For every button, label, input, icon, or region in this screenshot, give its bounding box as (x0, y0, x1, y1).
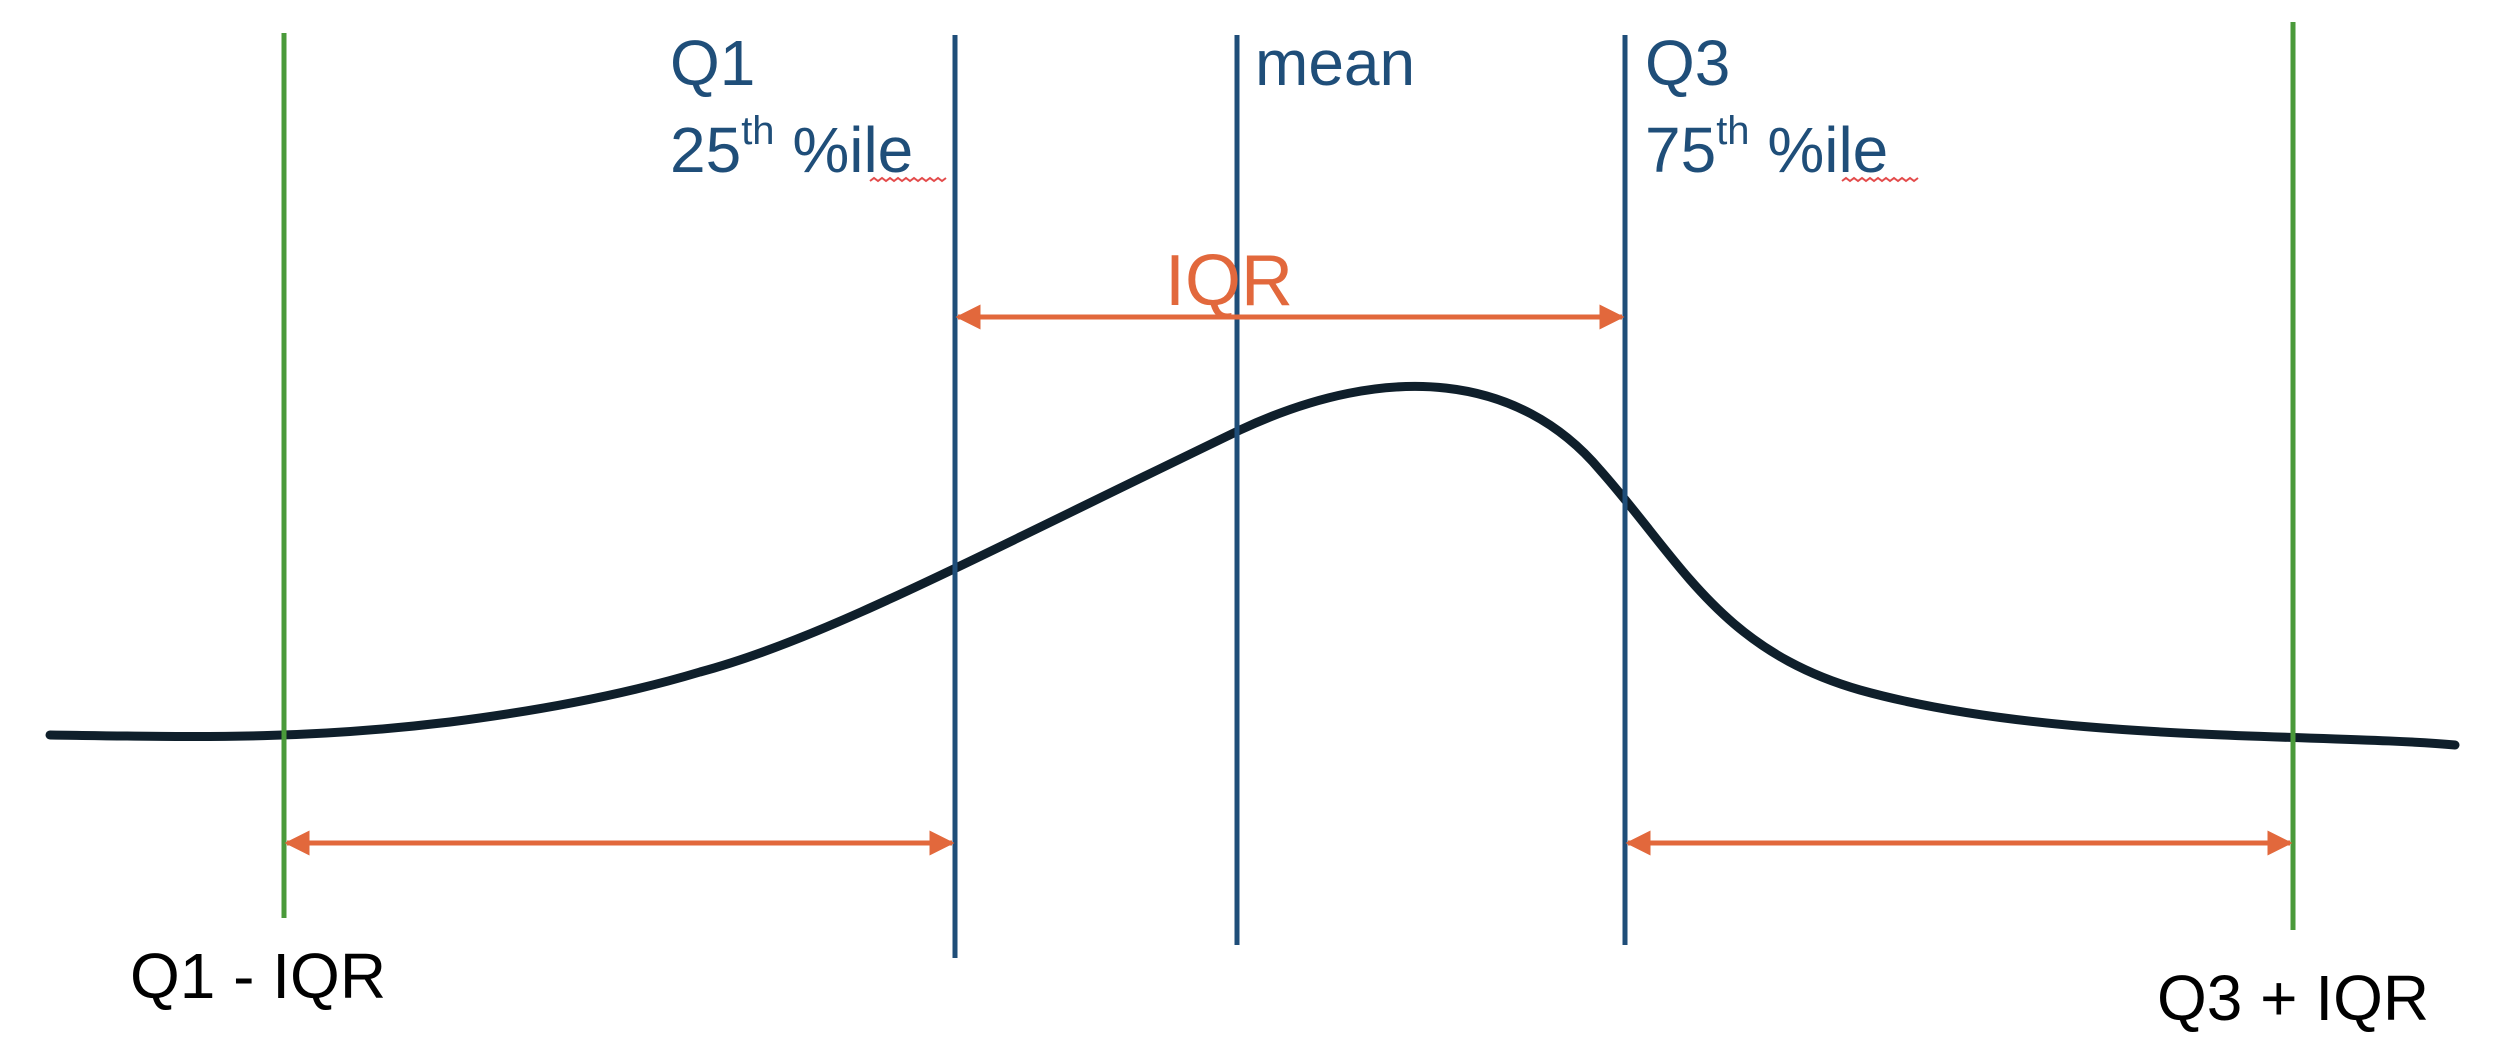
q3-percentile-superscript: th (1716, 109, 1749, 153)
q3-percentile-number: 75 (1645, 114, 1716, 186)
q3-percentile-suffix: %ile (1750, 114, 1889, 186)
q3-percentile-label: 75th %ile (1645, 109, 1888, 186)
q1-percentile-number: 25 (670, 114, 741, 186)
mean-label: mean (1255, 27, 1415, 99)
q1-percentile-suffix: %ile (775, 114, 914, 186)
q1-percentile-label: 25th %ile (670, 109, 913, 186)
q1-spellcheck-underline (869, 176, 947, 183)
q3-spellcheck-underline (1841, 176, 1919, 183)
lower-bound-label: Q1 - IQR (130, 940, 386, 1012)
distribution-curve (45, 381, 2460, 750)
q1-label: Q1 (670, 27, 755, 99)
q1-percentile-superscript: th (741, 109, 774, 153)
q3-label: Q3 (1645, 27, 1730, 99)
iqr-label: IQR (1165, 241, 1293, 321)
upper-bound-label: Q3 + IQR (2157, 962, 2429, 1034)
